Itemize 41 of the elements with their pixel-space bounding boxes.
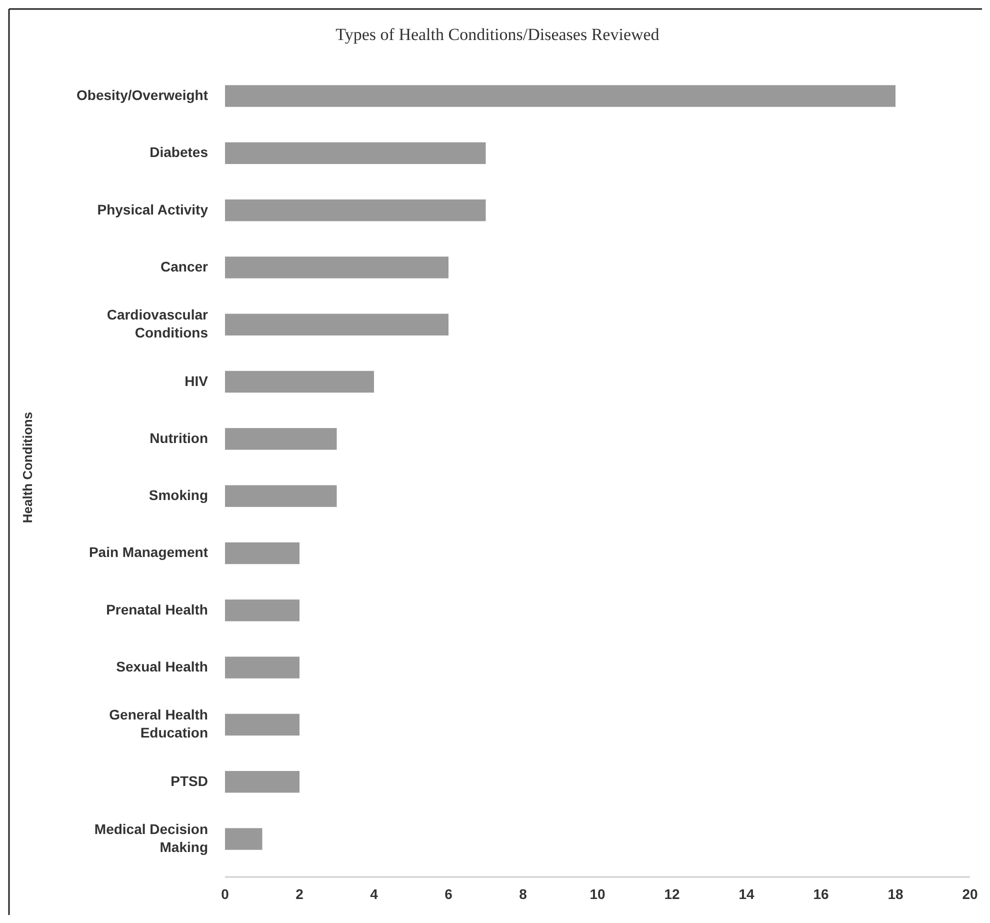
- y-tick-label: Physical Activity: [97, 201, 208, 218]
- bar: [225, 85, 896, 107]
- x-tick-label: 2: [296, 886, 304, 902]
- bar: [225, 770, 300, 793]
- bar: [225, 542, 300, 564]
- x-tick-label: 18: [888, 886, 904, 902]
- bar: [225, 199, 486, 222]
- bar: [225, 256, 448, 278]
- x-tick-label: 14: [738, 886, 754, 902]
- x-tick-label: 4: [370, 886, 378, 902]
- y-tick-label: PTSD: [170, 772, 208, 789]
- bar: [225, 314, 448, 336]
- bar: [225, 828, 262, 850]
- x-tick-label: 6: [444, 886, 453, 902]
- y-axis-title: Health Conditions: [20, 412, 35, 524]
- bar: [225, 142, 486, 164]
- y-tick-label: General Health Education: [109, 706, 208, 740]
- x-tick-label: 16: [813, 886, 829, 902]
- y-tick-label: Pain Management: [88, 544, 208, 560]
- x-tick-label: 8: [519, 886, 528, 902]
- bar: [225, 600, 300, 622]
- y-tick-label: Diabetes: [150, 144, 208, 160]
- bar: [225, 714, 300, 736]
- y-tick-label: Prenatal Health: [106, 601, 208, 618]
- x-tick-label: 20: [962, 886, 978, 902]
- y-tick-label: Medical Decision Making: [94, 820, 208, 855]
- y-tick-label: Cancer: [160, 258, 209, 274]
- x-tick-label: 12: [664, 886, 680, 902]
- y-tick-label: Cardiovascular Conditions: [106, 306, 209, 340]
- y-tick-label: Nutrition: [150, 430, 208, 446]
- x-tick-label: 0: [221, 886, 230, 902]
- chart-title: Types of Health Conditions/Diseases Reviewed: [336, 25, 660, 44]
- y-tick-label: HIV: [184, 372, 209, 388]
- x-tick-label: 10: [590, 886, 606, 902]
- bar: [225, 485, 337, 507]
- y-tick-label: Obesity/Overweight: [76, 86, 208, 103]
- y-tick-label: Sexual Health: [116, 658, 208, 674]
- bar: [225, 656, 300, 678]
- bar: [225, 428, 337, 450]
- y-tick-label: Smoking: [148, 486, 208, 503]
- bar: [225, 370, 374, 393]
